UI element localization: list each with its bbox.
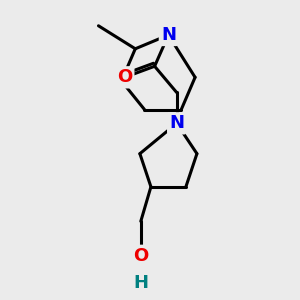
Text: O: O [117,68,132,86]
Text: N: N [161,26,176,44]
Text: N: N [169,114,184,132]
Text: H: H [133,274,148,292]
Text: O: O [133,247,148,265]
